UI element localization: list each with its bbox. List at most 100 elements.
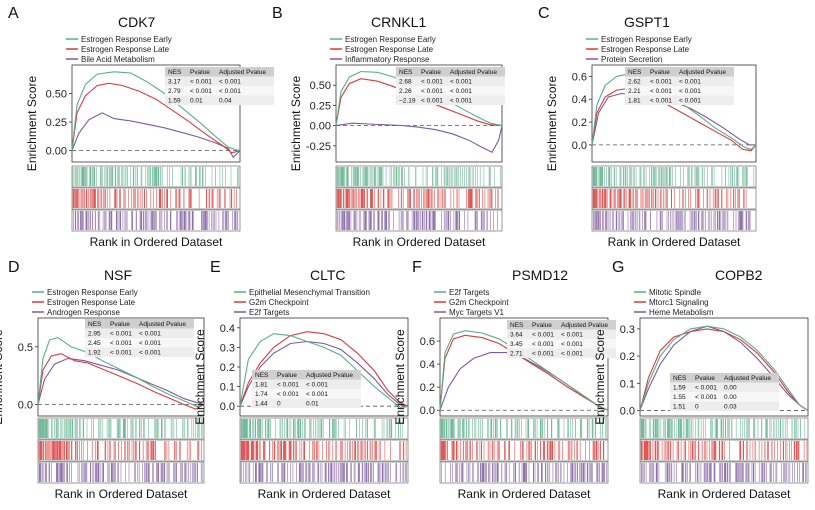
legend-label: Epithelial Mesenchymal Transition bbox=[249, 288, 370, 297]
table-cell: 1.74 bbox=[255, 391, 268, 398]
table-cell: < 0.001 bbox=[277, 382, 299, 389]
table-cell: 0 bbox=[277, 401, 281, 408]
table-header: Adjusted Pvalue bbox=[450, 69, 497, 76]
y-tick-label: 0.3 bbox=[620, 324, 635, 336]
y-tick-label: 0.25 bbox=[46, 117, 67, 129]
table-header: Adjusted Pvalue bbox=[561, 322, 608, 329]
plot-frame bbox=[71, 64, 241, 163]
es-curve-purple bbox=[335, 122, 503, 154]
table-cell: < 0.001 bbox=[532, 341, 554, 348]
table-cell: 0.01 bbox=[190, 98, 203, 105]
legend-label: Estrogen Response Late bbox=[47, 298, 136, 307]
table-cell: < 0.001 bbox=[650, 88, 672, 95]
table-row-bg bbox=[252, 379, 361, 389]
table-row-bg bbox=[165, 95, 274, 105]
hit-lines-purple bbox=[593, 211, 751, 230]
panel-title: CDK7 bbox=[118, 14, 156, 30]
es-curve-red bbox=[639, 328, 809, 412]
es-curve-red bbox=[71, 82, 241, 154]
x-axis-label: Rank in Ordered Dataset bbox=[608, 235, 741, 249]
table-cell: < 0.001 bbox=[277, 391, 299, 398]
table-row-bg bbox=[670, 382, 779, 392]
legend-label: Inflammatory Response bbox=[345, 55, 430, 64]
y-tick-label: 0.4 bbox=[420, 359, 435, 371]
table-cell: < 0.001 bbox=[421, 88, 443, 95]
table-cell: < 0.001 bbox=[190, 79, 212, 86]
table-header-bg bbox=[165, 67, 274, 77]
legend-label: E2f Targets bbox=[449, 288, 489, 297]
table-cell: < 0.001 bbox=[450, 98, 472, 105]
panel-title: CRNKL1 bbox=[371, 14, 426, 30]
hit-lines-purple bbox=[39, 463, 203, 482]
table-header: Adjusted Pvalue bbox=[306, 372, 353, 379]
table-row-bg bbox=[165, 76, 274, 86]
plot-frame bbox=[335, 64, 503, 163]
panel-letter: F bbox=[412, 259, 422, 276]
table-row-bg bbox=[507, 348, 616, 358]
hit-strip-green bbox=[591, 165, 757, 188]
es-curve-green bbox=[71, 71, 241, 152]
y-tick-label: 0.4 bbox=[220, 323, 235, 335]
table-cell: < 0.001 bbox=[650, 98, 672, 105]
table-cell: 0.00 bbox=[724, 385, 737, 392]
hit-lines-green bbox=[640, 419, 806, 438]
hit-lines-red bbox=[640, 441, 808, 460]
hit-lines-red bbox=[72, 189, 237, 208]
table-cell: 2.71 bbox=[510, 351, 523, 358]
table-cell: < 0.001 bbox=[561, 332, 583, 339]
x-axis-label: Rank in Ordered Dataset bbox=[55, 487, 188, 501]
table-cell: 2.95 bbox=[88, 331, 101, 338]
hit-strip-green bbox=[439, 417, 609, 440]
x-axis-label: Rank in Ordered Dataset bbox=[90, 235, 223, 249]
table-cell: < 0.001 bbox=[561, 351, 583, 358]
legend-label: Estrogen Response Early bbox=[345, 35, 436, 44]
table-cell: < 0.001 bbox=[532, 332, 554, 339]
legend-label: Heme Metabolism bbox=[649, 308, 714, 317]
legend-label: Myc Targets V1 bbox=[449, 308, 505, 317]
table-header: Pvalue bbox=[532, 322, 552, 329]
hit-lines-green bbox=[592, 167, 755, 186]
y-tick-label: 0.0 bbox=[220, 401, 235, 413]
hit-lines-red bbox=[38, 441, 202, 460]
table-row-bg bbox=[252, 398, 361, 408]
table-cell: 1.81 bbox=[255, 382, 268, 389]
panel-letter: A bbox=[8, 5, 19, 22]
y-tick-label: 0.1 bbox=[620, 378, 635, 390]
table-header: NES bbox=[628, 69, 642, 76]
y-tick-label: 0.6 bbox=[420, 336, 435, 348]
table-cell: < 0.001 bbox=[532, 351, 554, 358]
table-row-bg bbox=[85, 347, 194, 357]
plot-frame bbox=[439, 317, 609, 417]
table-cell: < 0.001 bbox=[139, 350, 161, 357]
table-row-bg bbox=[625, 86, 734, 96]
es-curve-green bbox=[239, 333, 409, 409]
table-cell: 0.03 bbox=[724, 404, 737, 411]
table-cell: < 0.001 bbox=[679, 79, 701, 86]
hit-lines-purple bbox=[441, 463, 607, 482]
es-curve-red bbox=[239, 331, 409, 407]
table-cell: 0 bbox=[695, 404, 699, 411]
table-cell: 2.79 bbox=[168, 88, 181, 95]
y-tick-label: 0.0 bbox=[420, 405, 435, 417]
hit-lines-purple bbox=[240, 463, 407, 482]
table-header: NES bbox=[510, 322, 524, 329]
table-row-bg bbox=[165, 86, 274, 96]
es-curve-green bbox=[37, 337, 205, 408]
panel-letter: B bbox=[272, 5, 283, 22]
panel-e: E CLTC Epithelial Mesenchymal TransitionG2… bbox=[193, 259, 409, 501]
legend-label: Mtorc1 Signaling bbox=[649, 298, 709, 307]
table-row-bg bbox=[507, 339, 616, 349]
table-header-bg bbox=[252, 370, 361, 380]
table-row-bg bbox=[396, 95, 505, 105]
x-axis-label: Rank in Ordered Dataset bbox=[458, 487, 591, 501]
legend-label: Estrogen Response Late bbox=[81, 45, 170, 54]
hit-lines-purple bbox=[641, 463, 807, 482]
hit-lines-green bbox=[38, 419, 204, 438]
hit-lines-red bbox=[336, 189, 499, 208]
table-cell: 1.55 bbox=[673, 394, 686, 401]
y-tick-label: 0.3 bbox=[220, 342, 235, 354]
x-axis-label: Rank in Ordered Dataset bbox=[258, 487, 391, 501]
table-cell: 3.45 bbox=[510, 341, 523, 348]
y-axis-label: Enrichment Score bbox=[25, 75, 39, 171]
table-cell: < 0.001 bbox=[695, 385, 717, 392]
